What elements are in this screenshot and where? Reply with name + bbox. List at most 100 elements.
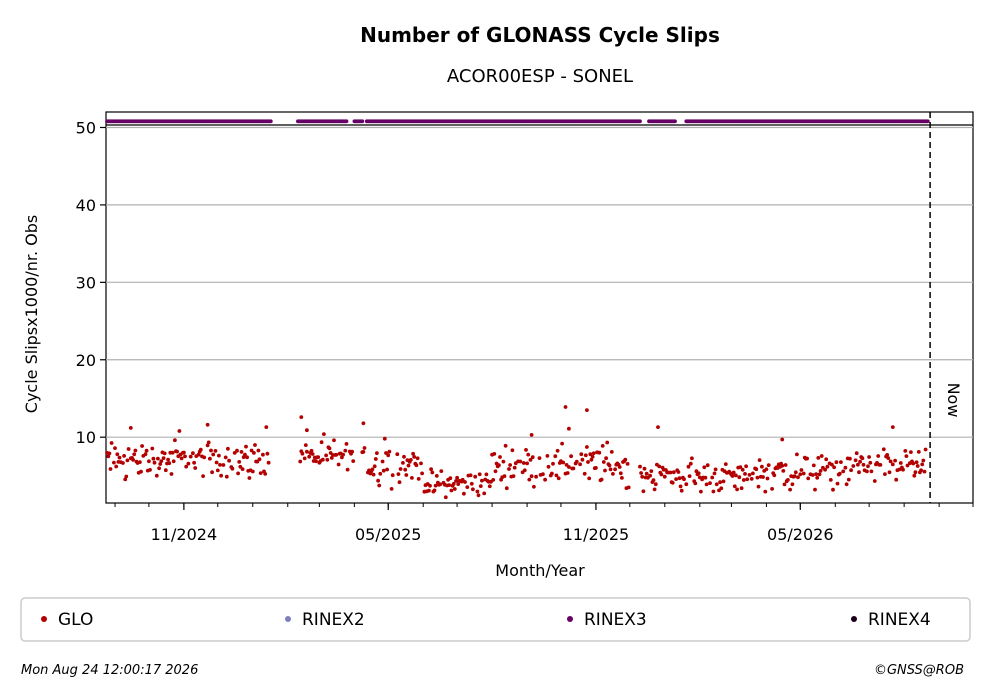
glo-point (455, 475, 459, 480)
glo-point (721, 479, 726, 484)
glo-point (380, 459, 385, 464)
glo-point (909, 450, 913, 454)
glo-point (818, 469, 823, 473)
legend-label-rinex3: RINEX3 (584, 610, 647, 630)
glo-point (849, 468, 853, 473)
glo-point (915, 464, 920, 468)
glo-point (745, 477, 750, 482)
glo-point (741, 478, 746, 482)
glo-point (511, 474, 516, 478)
glo-point (305, 449, 309, 454)
glo-point (518, 459, 523, 464)
glo-point (730, 474, 735, 478)
y-tick-label: 40 (76, 196, 96, 215)
glo-point (795, 452, 799, 457)
glo-point (205, 443, 210, 448)
glo-point (329, 456, 334, 460)
glo-point (920, 462, 925, 467)
glo-point (607, 463, 612, 468)
glo-point (861, 462, 866, 467)
glo-point (376, 478, 380, 483)
glo-point (813, 487, 817, 492)
glo-point (626, 485, 631, 490)
glo-point (344, 442, 349, 446)
glo-point (894, 477, 899, 482)
glo-point (106, 454, 111, 459)
glo-point (898, 461, 903, 465)
glo-point (705, 463, 710, 468)
glo-point (527, 477, 532, 482)
glo-point (482, 491, 487, 496)
glo-point (817, 472, 822, 477)
legend-marker-glo (41, 616, 47, 622)
glo-point (841, 469, 846, 474)
glo-point (770, 487, 774, 491)
glo-point (148, 468, 152, 472)
glo-point (869, 469, 874, 474)
glo-point (247, 476, 252, 480)
glo-point (169, 472, 174, 476)
glo-point (386, 453, 391, 458)
glo-point (530, 455, 535, 460)
glo-point (782, 482, 787, 487)
glo-point (128, 426, 133, 430)
glo-point (525, 461, 529, 466)
glo-point (743, 472, 747, 476)
glo-point (109, 441, 114, 445)
glo-point (133, 448, 138, 453)
glo-point (534, 474, 538, 479)
glo-point (653, 482, 658, 487)
glo-point (252, 451, 256, 455)
glo-point (704, 482, 709, 487)
glo-point (651, 478, 656, 483)
glo-point (475, 489, 480, 494)
glo-point (162, 451, 167, 456)
glo-point (182, 450, 186, 455)
glo-point (191, 451, 195, 456)
glo-point (398, 467, 403, 471)
glo-point (688, 461, 693, 466)
y-gridlines (106, 126, 973, 438)
glo-point (708, 481, 712, 485)
glo-point (226, 446, 230, 451)
glo-point (744, 464, 748, 469)
glo-point (922, 469, 927, 474)
glo-point (811, 463, 816, 468)
glo-point (919, 468, 923, 473)
glo-point (215, 468, 220, 473)
legend-label-glo: GLO (58, 610, 93, 630)
glo-point (507, 467, 511, 471)
glo-point (806, 476, 811, 481)
glo-point (718, 480, 722, 485)
glo-point (201, 474, 206, 478)
glo-point (256, 448, 261, 453)
glo-point (913, 470, 918, 475)
glo-point (361, 421, 366, 426)
glo-point (851, 464, 856, 468)
glo-point (140, 444, 145, 448)
glo-point (345, 467, 350, 472)
glo-point (121, 461, 125, 465)
glo-point (370, 467, 375, 472)
glo-point (754, 467, 759, 472)
rinex3-point (360, 119, 365, 124)
glo-point (883, 472, 887, 476)
glo-point (668, 470, 673, 475)
glo-point (249, 448, 254, 453)
glo-point (751, 471, 755, 476)
glo-point (739, 486, 744, 491)
glo-point (124, 474, 129, 479)
glo-point (508, 463, 512, 467)
glo-point (524, 448, 528, 452)
rinex3-point (925, 119, 930, 124)
legend-marker-rinex3 (567, 616, 573, 622)
glo-point (901, 467, 905, 472)
glo-point (749, 477, 754, 481)
glo-point (858, 459, 862, 464)
glo-point (253, 443, 257, 447)
glo-point (679, 488, 684, 493)
glo-point (184, 464, 189, 469)
glo-point (434, 474, 439, 478)
glo-point (796, 475, 800, 480)
glo-point (371, 472, 376, 477)
